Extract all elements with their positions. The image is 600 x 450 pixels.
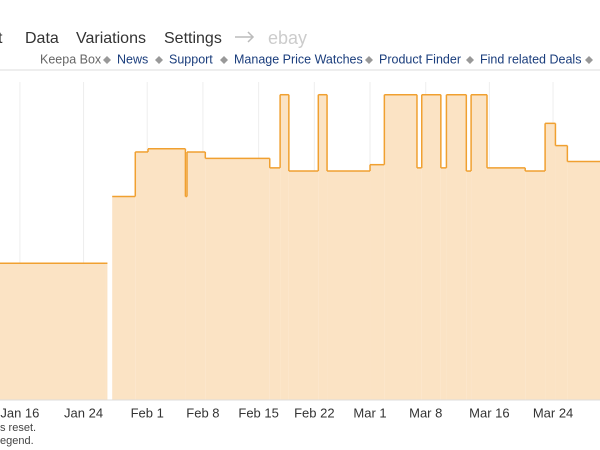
x-tick-label: Feb 22 xyxy=(294,405,334,420)
area xyxy=(205,158,270,400)
tab[interactable]: t xyxy=(0,30,3,47)
nav-link[interactable]: Manage Price Watches xyxy=(234,52,363,66)
area xyxy=(545,123,556,400)
x-tick-label: Jan 16 xyxy=(0,405,39,420)
area xyxy=(487,167,526,400)
plot xyxy=(0,82,600,400)
area xyxy=(187,151,206,400)
area xyxy=(446,94,467,400)
area xyxy=(135,151,149,400)
x-tick-label: Mar 8 xyxy=(409,405,442,420)
nav-link[interactable]: Find related Deals xyxy=(480,52,581,66)
area xyxy=(525,171,546,400)
x-tick-label: Jan 24 xyxy=(64,405,103,420)
area xyxy=(280,94,289,400)
area xyxy=(269,167,281,400)
area xyxy=(440,167,447,400)
nav-link[interactable]: Support xyxy=(169,52,213,66)
tab[interactable]: Variations xyxy=(76,30,146,47)
area xyxy=(416,167,422,400)
nav-link[interactable]: Product Finder xyxy=(379,52,461,66)
footer-note: s reset. xyxy=(0,422,36,434)
area xyxy=(148,148,186,400)
tab[interactable]: Data xyxy=(25,30,59,47)
x-tick-label: Mar 1 xyxy=(353,405,386,420)
x-tick-label: Mar 24 xyxy=(533,405,573,420)
area xyxy=(0,263,106,400)
area xyxy=(327,171,371,400)
separators xyxy=(103,56,593,64)
x-tick-label: Feb 8 xyxy=(186,405,219,420)
x-tick-label: Mar 16 xyxy=(469,405,509,420)
area xyxy=(288,171,319,400)
tab[interactable]: Settings xyxy=(164,30,222,47)
area xyxy=(318,94,328,400)
area xyxy=(105,263,108,400)
area xyxy=(471,94,488,400)
ebay-link[interactable]: ebay xyxy=(268,28,307,48)
nav-link[interactable]: Keepa Box xyxy=(40,52,102,66)
nav-link[interactable]: News xyxy=(117,52,148,66)
area xyxy=(421,94,441,400)
area xyxy=(185,196,188,400)
x-tick-label: Feb 1 xyxy=(131,405,164,420)
area xyxy=(567,161,600,400)
area xyxy=(384,94,417,400)
area xyxy=(466,171,472,400)
area xyxy=(370,164,385,400)
arrow-icon xyxy=(235,31,255,43)
area xyxy=(555,145,568,400)
area xyxy=(112,196,136,400)
x-tick-label: Feb 15 xyxy=(238,405,278,420)
footer-note: egend. xyxy=(0,435,34,447)
